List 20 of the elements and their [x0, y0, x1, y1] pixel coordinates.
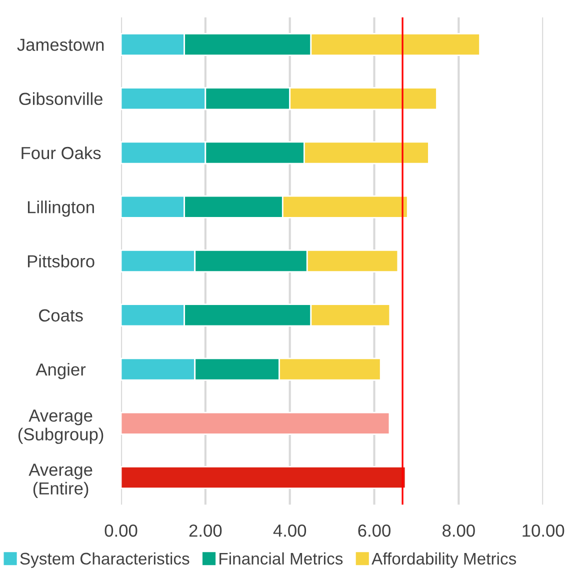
- x-tick-label: 2.00: [189, 524, 222, 537]
- y-tick-label: Average (Entire): [28, 464, 92, 498]
- legend-label: Affordability Metrics: [372, 552, 516, 568]
- legend-label: System Characteristics: [20, 552, 190, 568]
- y-tick-label: Lillington: [28, 200, 94, 217]
- x-tick-label: 8.00: [442, 524, 475, 537]
- x-tick-label: 6.00: [358, 524, 390, 537]
- x-tick-label: 4.00: [273, 524, 306, 537]
- y-tick-label: Average (Subgroup): [18, 410, 104, 444]
- y-tick-label: Jamestown: [17, 38, 104, 51]
- x-tick-label: 0.00: [104, 524, 138, 537]
- y-tick-label: Angier: [36, 362, 86, 380]
- y-tick-label: Four Oaks: [22, 146, 101, 160]
- y-tick-label: Coats: [39, 309, 83, 322]
- y-tick-label: Pittsboro: [28, 254, 94, 268]
- x-tick-label: 10.00: [522, 524, 564, 537]
- y-tick-label: Gibsonville: [19, 92, 102, 106]
- legend-label: Financial Metrics: [220, 552, 343, 565]
- bar: [121, 466, 406, 490]
- bar: [121, 412, 390, 435]
